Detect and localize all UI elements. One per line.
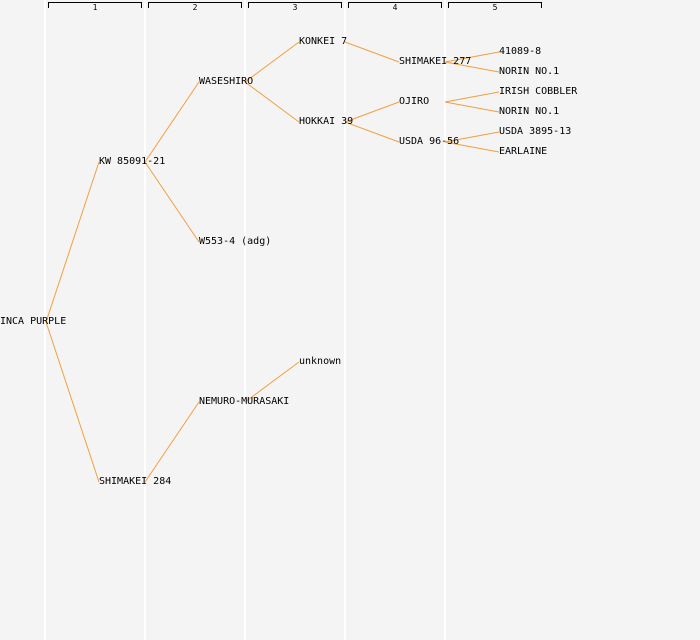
node-w553-4[interactable]: W553-4 (adg) — [199, 236, 272, 247]
column-line — [244, 0, 246, 640]
column-line — [344, 0, 346, 640]
node-inca-purple[interactable]: INCA PURPLE — [0, 316, 67, 327]
generation-label-2: 2 — [192, 3, 198, 12]
node-ojiro[interactable]: OJIRO — [399, 96, 430, 107]
generation-label-3: 3 — [292, 3, 298, 12]
edge-hokkai_39-usda_96_56 — [344, 121, 400, 143]
edge-inca_purple-shimakei_284 — [45, 321, 100, 483]
generation-bracket-1 — [48, 2, 142, 8]
edge-usda_96_56-earlaine — [444, 141, 500, 153]
generation-label-4: 4 — [392, 3, 398, 12]
node-hokkai-39[interactable]: HOKKAI 39 — [299, 116, 354, 127]
node-irish-cobbler[interactable]: IRISH COBBLER — [499, 86, 578, 97]
edge-waseshiro-konkei_7 — [244, 41, 300, 83]
edge-shimakei_277-norin_no1_a — [444, 61, 500, 73]
edge-kw_85091_21-waseshiro — [144, 81, 200, 163]
generation-bracket-4 — [348, 2, 442, 8]
edge-usda_96_56-usda_3895_13 — [444, 131, 500, 143]
node-konkei-7[interactable]: KONKEI 7 — [299, 36, 348, 47]
column-line — [44, 0, 46, 640]
node-waseshiro[interactable]: WASESHIRO — [199, 76, 254, 87]
generation-bracket-2 — [148, 2, 242, 8]
node-usda-3895-13[interactable]: USDA 3895-13 — [499, 126, 572, 137]
node-earlaine[interactable]: EARLAINE — [499, 146, 548, 157]
generation-bracket-3 — [248, 2, 342, 8]
edge-waseshiro-hokkai_39 — [244, 81, 300, 123]
node-shimakei-284[interactable]: SHIMAKEI 284 — [99, 476, 172, 487]
edge-konkei_7-shimakei_277 — [344, 41, 400, 63]
column-line — [444, 0, 446, 640]
edge-ojiro-norin_no1_b — [444, 101, 500, 113]
edge-hokkai_39-ojiro — [344, 101, 400, 123]
generation-label-1: 1 — [92, 3, 98, 12]
edge-shimakei_277-g5_41089_8 — [444, 51, 500, 63]
node-norin-no1[interactable]: NORIN NO.1 — [499, 66, 560, 77]
edge-kw_85091_21-w553_4 — [144, 161, 200, 243]
node-unknown[interactable]: unknown — [299, 356, 342, 367]
edge-inca_purple-kw_85091_21 — [45, 161, 100, 323]
edge-nemuro_murasaki-unknown — [244, 361, 300, 403]
edge-shimakei_284-nemuro_murasaki — [144, 401, 200, 483]
edge-ojiro-irish_cobbler — [444, 91, 500, 103]
node-kw-85091-21[interactable]: KW 85091-21 — [99, 156, 166, 167]
node-41089-8[interactable]: 41089-8 — [499, 46, 542, 57]
node-shimakei-277[interactable]: SHIMAKEI 277 — [399, 56, 472, 67]
generation-brackets — [48, 2, 542, 8]
node-norin-no1[interactable]: NORIN NO.1 — [499, 106, 560, 117]
generation-label-5: 5 — [492, 3, 498, 12]
node-nemuro-murasaki[interactable]: NEMURO-MURASAKI — [199, 396, 290, 407]
generation-bracket-5 — [448, 2, 542, 8]
column-line — [144, 0, 146, 640]
node-usda-96-56[interactable]: USDA 96-56 — [399, 136, 460, 147]
